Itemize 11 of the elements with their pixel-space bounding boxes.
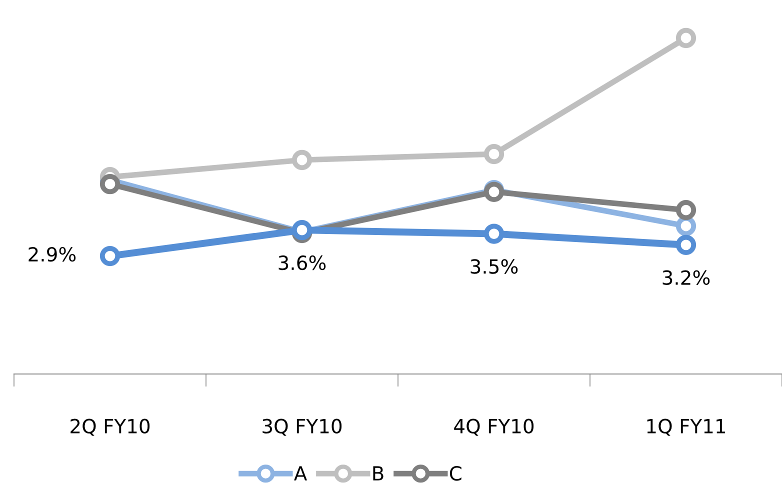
data-label: 3.6% — [278, 255, 326, 270]
x-tick-label: 2Q FY10 — [70, 418, 150, 436]
data-label: 3.2% — [662, 270, 710, 285]
data-label: 3.5% — [470, 259, 518, 274]
legend-label: C — [450, 466, 462, 481]
x-tick-label: 4Q FY10 — [454, 418, 534, 436]
legend-label: B — [373, 466, 384, 480]
x-tick-label: 3Q FY10 — [262, 418, 342, 436]
data-label: 2.9% — [28, 246, 76, 262]
legend-label: A — [294, 466, 308, 480]
x-tick-label: 1Q FY11 — [647, 418, 726, 436]
